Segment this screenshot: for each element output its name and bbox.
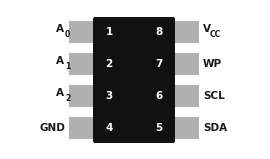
Bar xyxy=(173,53,199,75)
Text: SCL: SCL xyxy=(203,91,225,101)
Text: 0: 0 xyxy=(65,30,70,39)
Text: 2: 2 xyxy=(105,59,113,69)
Text: 3: 3 xyxy=(105,91,113,101)
Text: 1: 1 xyxy=(65,62,70,71)
Text: A: A xyxy=(56,56,64,66)
Bar xyxy=(69,21,95,43)
Bar xyxy=(69,117,95,139)
Text: GND: GND xyxy=(39,123,65,133)
Text: 8: 8 xyxy=(155,27,163,37)
Bar xyxy=(173,21,199,43)
Text: 5: 5 xyxy=(155,123,163,133)
Text: SDA: SDA xyxy=(203,123,227,133)
Text: 7: 7 xyxy=(155,59,163,69)
Text: 1: 1 xyxy=(105,27,113,37)
Bar xyxy=(173,85,199,107)
Bar xyxy=(69,53,95,75)
Text: 4: 4 xyxy=(105,123,113,133)
FancyBboxPatch shape xyxy=(93,17,175,143)
Text: V: V xyxy=(203,24,211,35)
Text: 6: 6 xyxy=(155,91,163,101)
Text: WP: WP xyxy=(203,59,222,69)
Text: 2: 2 xyxy=(65,94,70,103)
Text: A: A xyxy=(56,89,64,98)
Text: A: A xyxy=(56,24,64,35)
Text: CC: CC xyxy=(210,30,221,39)
Bar xyxy=(173,117,199,139)
Bar xyxy=(69,85,95,107)
